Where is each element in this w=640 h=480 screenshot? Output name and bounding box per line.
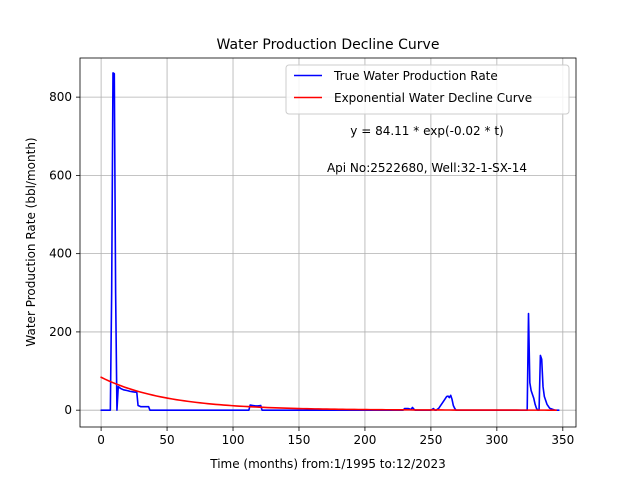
plot-frame: [79, 57, 577, 428]
x-tick-label: 200: [353, 433, 376, 447]
y-tick-label: 200: [49, 325, 72, 339]
x-tick-label: 150: [288, 433, 311, 447]
ticks: 0 50 100 150 200 250 300 350 0 200 400 600 800: [49, 90, 574, 447]
x-tick-label: 0: [97, 433, 105, 447]
x-tick-label: 250: [419, 433, 442, 447]
legend: True Water Production Rate Exponential W…: [285, 64, 570, 115]
series-layer: [100, 72, 560, 411]
series-line-decline-curve: [100, 376, 558, 411]
chart-title: Water Production Decline Curve: [217, 37, 440, 53]
y-tick-label: 400: [49, 247, 72, 261]
y-tick-label: 800: [49, 90, 72, 104]
y-axis-label: Water Production Rate (bbl/month): [24, 137, 38, 346]
x-tick-label: 300: [485, 433, 508, 447]
well-annotation: Api No:2522680, Well:32-1-SX-14: [327, 161, 527, 175]
legend-label-decline-curve: Exponential Water Decline Curve: [334, 91, 532, 105]
equation-annotation: y = 84.11 * exp(-0.02 * t): [350, 124, 503, 138]
x-axis-label: Time (months) from:1/1995 to:12/2023: [209, 457, 446, 471]
x-tick-label: 100: [222, 433, 245, 447]
y-tick-label: 600: [49, 168, 72, 182]
x-tick-label: 50: [159, 433, 174, 447]
legend-label-true-rate: True Water Production Rate: [333, 69, 498, 83]
legend-box: [285, 64, 570, 115]
y-tick-label: 0: [64, 403, 72, 417]
x-tick-label: 350: [551, 433, 574, 447]
